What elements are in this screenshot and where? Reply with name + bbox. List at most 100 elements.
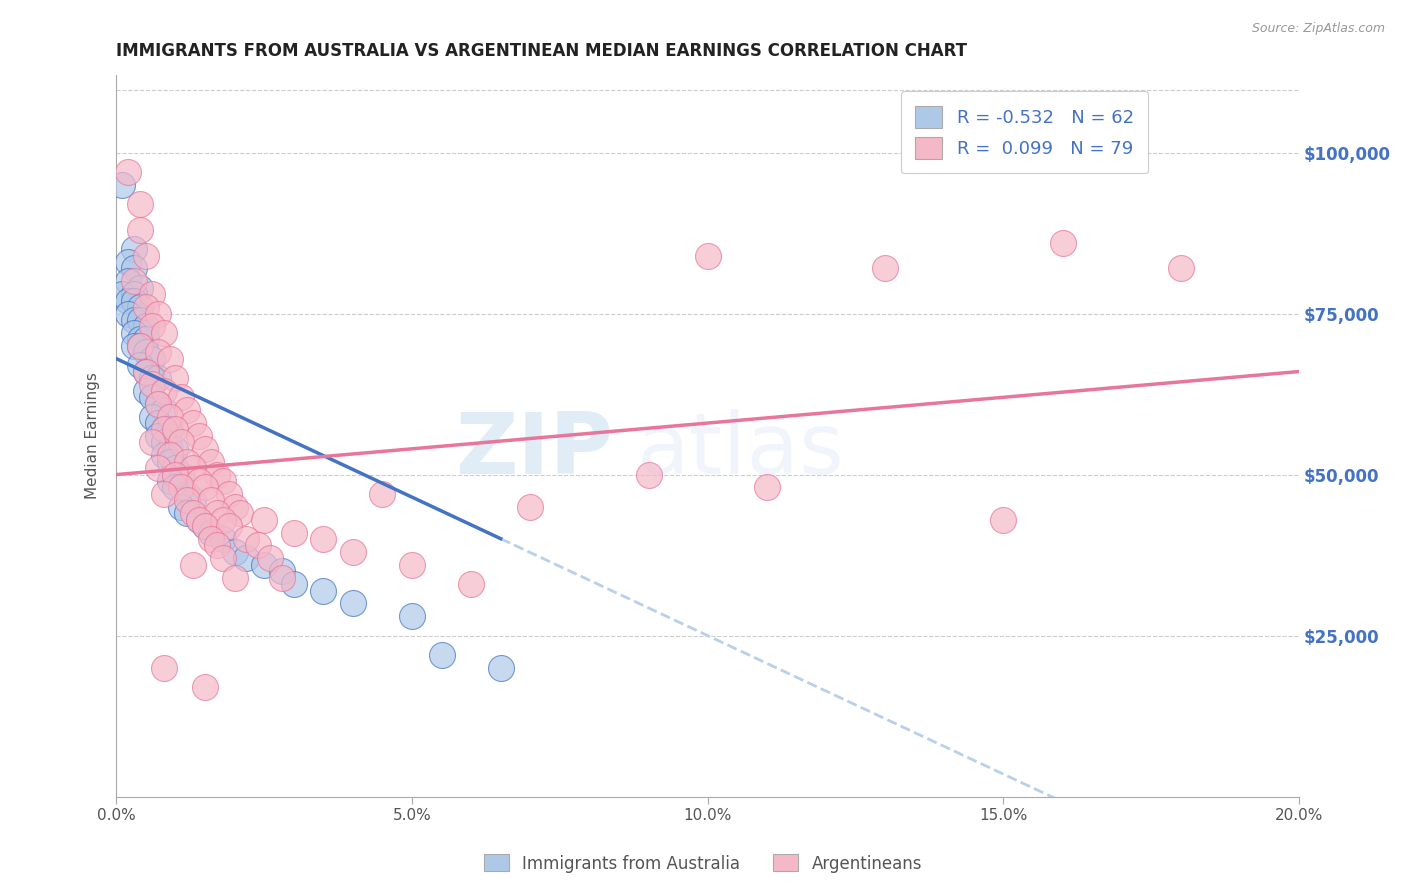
Point [253,513,276,527]
Point [519,500,541,514]
Point [135,365,157,379]
Point [270,571,292,585]
Point [117,255,139,269]
Point [194,519,217,533]
Point [176,487,198,501]
Point [270,564,292,578]
Point [165,461,187,475]
Point [146,416,169,430]
Point [188,429,211,443]
Point [152,422,174,436]
Point [253,558,276,572]
Text: Source: ZipAtlas.com: Source: ZipAtlas.com [1251,22,1385,36]
Point [141,371,163,385]
Point [312,583,335,598]
Point [181,461,204,475]
Point [460,577,482,591]
Point [235,532,257,546]
Point [129,339,152,353]
Point [141,351,163,366]
Point [205,467,228,482]
Point [194,680,217,694]
Point [259,551,281,566]
Point [218,487,240,501]
Point [875,261,897,276]
Point [146,397,169,411]
Point [342,596,364,610]
Point [224,500,246,514]
Point [188,513,211,527]
Point [111,287,134,301]
Point [122,339,145,353]
Point [152,435,174,450]
Point [152,403,174,417]
Point [152,384,174,398]
Point [194,519,217,533]
Point [176,493,198,508]
Point [165,442,187,456]
Point [235,551,257,566]
Point [188,513,211,527]
Point [181,558,204,572]
Point [129,281,152,295]
Point [181,416,204,430]
Point [135,384,157,398]
Point [141,319,163,334]
Point [159,442,181,456]
Point [194,442,217,456]
Point [200,455,222,469]
Point [129,339,152,353]
Point [159,422,181,436]
Point [159,351,181,366]
Point [170,390,193,404]
Point [129,300,152,314]
Point [146,461,169,475]
Point [218,519,240,533]
Point [211,551,233,566]
Point [170,467,193,482]
Point [489,661,512,675]
Point [141,409,163,424]
Point [200,532,222,546]
Point [122,287,145,301]
Point [129,197,152,211]
Point [165,371,187,385]
Point [146,371,169,385]
Point [283,577,305,591]
Point [165,480,187,494]
Text: ZIP: ZIP [456,409,613,491]
Point [430,648,453,662]
Point [122,326,145,340]
Text: atlas: atlas [637,409,845,491]
Point [205,506,228,520]
Point [696,249,718,263]
Point [188,474,211,488]
Point [1052,235,1074,250]
Point [165,422,187,436]
Point [135,319,157,334]
Point [159,455,181,469]
Point [152,422,174,436]
Point [129,223,152,237]
Legend: R = -0.532   N = 62, R =  0.099   N = 79: R = -0.532 N = 62, R = 0.099 N = 79 [901,92,1149,173]
Point [146,429,169,443]
Point [146,307,169,321]
Point [129,358,152,372]
Point [129,332,152,346]
Point [229,506,252,520]
Point [755,480,778,494]
Point [165,467,187,482]
Point [129,313,152,327]
Y-axis label: Median Earnings: Median Earnings [86,373,100,500]
Point [152,661,174,675]
Point [117,274,139,288]
Point [152,326,174,340]
Point [117,165,139,179]
Point [135,249,157,263]
Point [401,558,423,572]
Point [170,480,193,494]
Point [371,487,394,501]
Text: IMMIGRANTS FROM AUSTRALIA VS ARGENTINEAN MEDIAN EARNINGS CORRELATION CHART: IMMIGRANTS FROM AUSTRALIA VS ARGENTINEAN… [117,42,967,60]
Point [159,409,181,424]
Point [146,397,169,411]
